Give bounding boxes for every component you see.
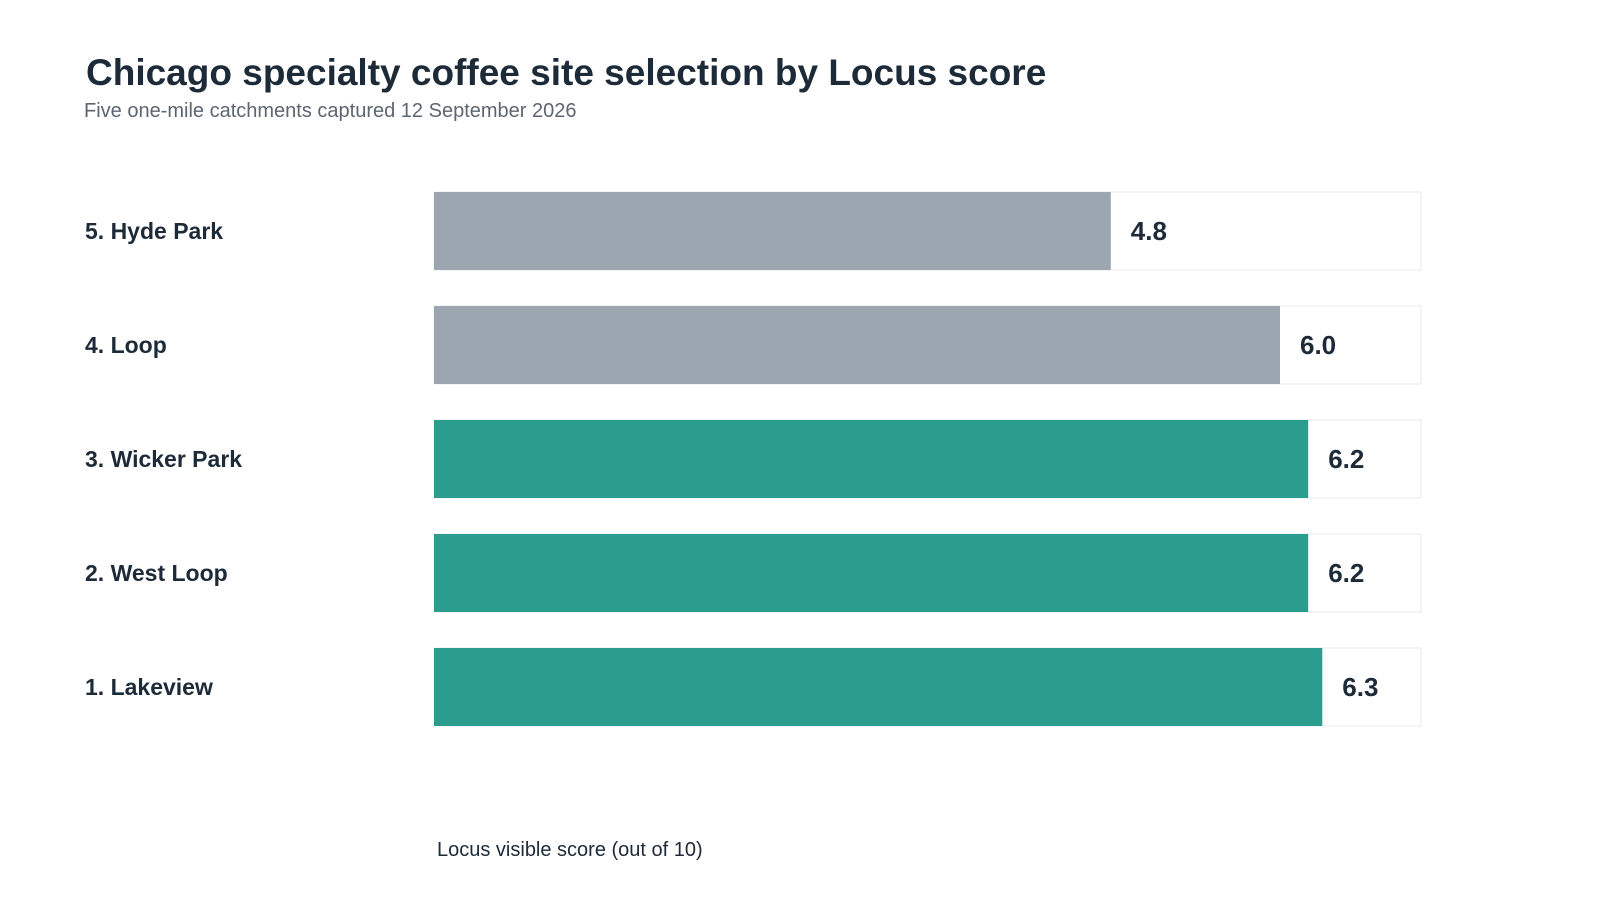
chart-title: Chicago specialty coffee site selection … — [86, 52, 1047, 93]
category-label: 4. Loop — [85, 332, 167, 358]
value-label: 6.3 — [1342, 672, 1378, 702]
category-label: 1. Lakeview — [85, 674, 213, 700]
value-label: 6.2 — [1328, 444, 1364, 474]
bar — [434, 306, 1280, 384]
bar — [434, 192, 1111, 270]
category-label: 3. Wicker Park — [85, 446, 242, 472]
x-axis-label: Locus visible score (out of 10) — [437, 839, 703, 861]
category-label: 5. Hyde Park — [85, 218, 223, 244]
category-label: 2. West Loop — [85, 560, 228, 586]
bar — [434, 420, 1309, 498]
chart-subtitle: Five one-mile catchments captured 12 Sep… — [84, 100, 577, 122]
value-label: 6.0 — [1300, 330, 1336, 360]
bar — [434, 648, 1323, 726]
value-label: 6.2 — [1328, 558, 1364, 588]
bars-layer: 5. Hyde Park 4.8 4. Loop 6.0 3. Wicker Park 6… — [85, 191, 1422, 727]
value-label: 4.8 — [1131, 216, 1167, 246]
bar — [434, 534, 1309, 612]
